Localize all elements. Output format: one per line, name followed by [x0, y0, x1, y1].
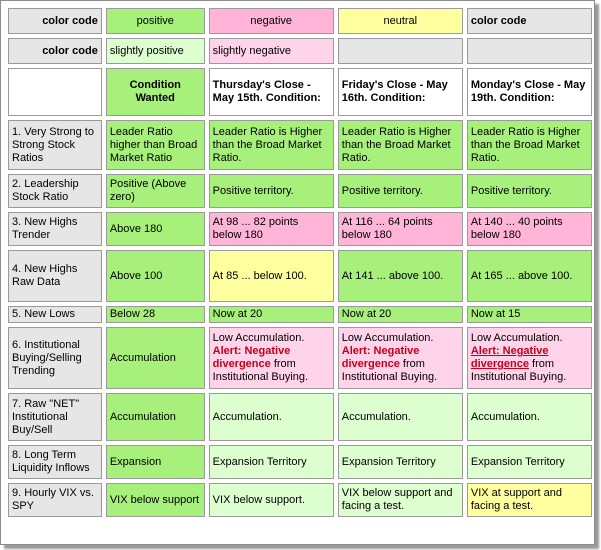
condition-wanted-cell: Expansion — [105, 445, 205, 479]
table-row: 3. New Highs Trender Above 180 At 98 ...… — [8, 212, 592, 246]
condition-wanted-cell: Above 100 — [105, 250, 205, 302]
friday-cell: Low Accumulation. Alert: Negative diverg… — [337, 327, 463, 389]
monday-cell: At 165 ... above 100. — [466, 250, 592, 302]
monday-cell: VIX at support and facing a test. — [466, 483, 592, 517]
friday-cell: Leader Ratio is Higher than the Broad Ma… — [337, 120, 463, 170]
divergence-alert: Alert: Negative divergence — [212, 345, 291, 370]
alert-detail: from Institutional Buying. — [470, 358, 567, 383]
thursday-cell: VIX below support. — [208, 483, 334, 517]
monday-cell: Expansion Territory — [466, 445, 592, 479]
condition-wanted-cell: Accumulation — [105, 393, 205, 441]
legend-empty-cell — [337, 38, 463, 64]
divergence-alert-link[interactable]: Alert: Negative divergence — [470, 345, 549, 370]
condition-wanted-cell: VIX below support — [105, 483, 205, 517]
thursday-cell: Positive territory. — [208, 174, 334, 208]
condition-wanted-cell: Below 28 — [105, 306, 205, 323]
legend-row-secondary: color code slightly positive slightly ne… — [8, 38, 592, 64]
table-row: 5. New Lows Below 28 Now at 20 Now at 20… — [8, 306, 592, 323]
row-label: 8. Long Term Liquidity Inflows — [8, 445, 102, 479]
thursday-cell: At 85 ... below 100. — [208, 250, 334, 302]
thursday-cell: Accumulation. — [208, 393, 334, 441]
legend-negative: negative — [208, 8, 334, 34]
friday-cell: Positive territory. — [337, 174, 463, 208]
monday-cell: Leader Ratio is Higher than the Broad Ma… — [466, 120, 592, 170]
header-empty-cell — [8, 68, 102, 116]
row-label: 7. Raw "NET" Institutional Buy/Sell — [8, 393, 102, 441]
monday-cell: Low Accumulation. Alert: Negative diverg… — [466, 327, 592, 389]
table-row: 4. New Highs Raw Data Above 100 At 85 ..… — [8, 250, 592, 302]
table-row: 9. Hourly VIX vs. SPY VIX below support … — [8, 483, 592, 517]
row-label: 2. Leadership Stock Ratio — [8, 174, 102, 208]
table-row: 7. Raw "NET" Institutional Buy/Sell Accu… — [8, 393, 592, 441]
market-conditions-table: color code positive negative neutral col… — [4, 4, 596, 521]
legend-neutral: neutral — [337, 8, 463, 34]
legend-row-primary: color code positive negative neutral col… — [8, 8, 592, 34]
condition-wanted-cell: Leader Ratio higher than Broad Market Ra… — [105, 120, 205, 170]
alert-detail: from Institutional Buying. — [341, 358, 438, 383]
accumulation-note: Low Accumulation. — [470, 332, 563, 344]
alert-detail: from Institutional Buying. — [212, 358, 309, 383]
accumulation-note: Low Accumulation. — [341, 332, 434, 344]
row-label: 1. Very Strong to Strong Stock Ratios — [8, 120, 102, 170]
accumulation-note: Low Accumulation. — [212, 332, 305, 344]
condition-wanted-header: Condition Wanted — [105, 68, 205, 116]
table-row: 2. Leadership Stock Ratio Positive (Abov… — [8, 174, 592, 208]
row-label: 6. Institutional Buying/Selling Trending — [8, 327, 102, 389]
row-label: 3. New Highs Trender — [8, 212, 102, 246]
header-row: Condition Wanted Thursday's Close - May … — [8, 68, 592, 116]
monday-cell: Positive territory. — [466, 174, 592, 208]
friday-header: Friday's Close - May 16th. Condition: — [337, 68, 463, 116]
friday-cell: Accumulation. — [337, 393, 463, 441]
condition-wanted-cell: Above 180 — [105, 212, 205, 246]
thursday-cell: Low Accumulation. Alert: Negative diverg… — [208, 327, 334, 389]
monday-header: Monday's Close - May 19th. Condition: — [466, 68, 592, 116]
thursday-cell: Now at 20 — [208, 306, 334, 323]
color-code-label-2: color code — [8, 38, 102, 64]
monday-cell: At 140 ... 40 points below 180 — [466, 212, 592, 246]
condition-wanted-cell: Positive (Above zero) — [105, 174, 205, 208]
monday-cell: Now at 15 — [466, 306, 592, 323]
monday-cell: Accumulation. — [466, 393, 592, 441]
legend-positive: positive — [105, 8, 205, 34]
table-row: 8. Long Term Liquidity Inflows Expansion… — [8, 445, 592, 479]
condition-wanted-cell: Accumulation — [105, 327, 205, 389]
friday-cell: VIX below support and facing a test. — [337, 483, 463, 517]
legend-slightly-positive: slightly positive — [105, 38, 205, 64]
legend-empty-cell — [466, 38, 592, 64]
thursday-header: Thursday's Close - May 15th. Condition: — [208, 68, 334, 116]
color-code-label: color code — [8, 8, 102, 34]
table-row: 1. Very Strong to Strong Stock Ratios Le… — [8, 120, 592, 170]
thursday-cell: At 98 ... 82 points below 180 — [208, 212, 334, 246]
friday-cell: At 116 ... 64 points below 180 — [337, 212, 463, 246]
friday-cell: At 141 ... above 100. — [337, 250, 463, 302]
thursday-cell: Leader Ratio is Higher than the Broad Ma… — [208, 120, 334, 170]
friday-cell: Expansion Territory — [337, 445, 463, 479]
divergence-alert: Alert: Negative divergence — [341, 345, 420, 370]
row-label: 9. Hourly VIX vs. SPY — [8, 483, 102, 517]
table-row: 6. Institutional Buying/Selling Trending… — [8, 327, 592, 389]
legend-slightly-negative: slightly negative — [208, 38, 334, 64]
row-label: 5. New Lows — [8, 306, 102, 323]
friday-cell: Now at 20 — [337, 306, 463, 323]
row-label: 4. New Highs Raw Data — [8, 250, 102, 302]
thursday-cell: Expansion Territory — [208, 445, 334, 479]
color-code-label-secondary: color code — [466, 8, 592, 34]
